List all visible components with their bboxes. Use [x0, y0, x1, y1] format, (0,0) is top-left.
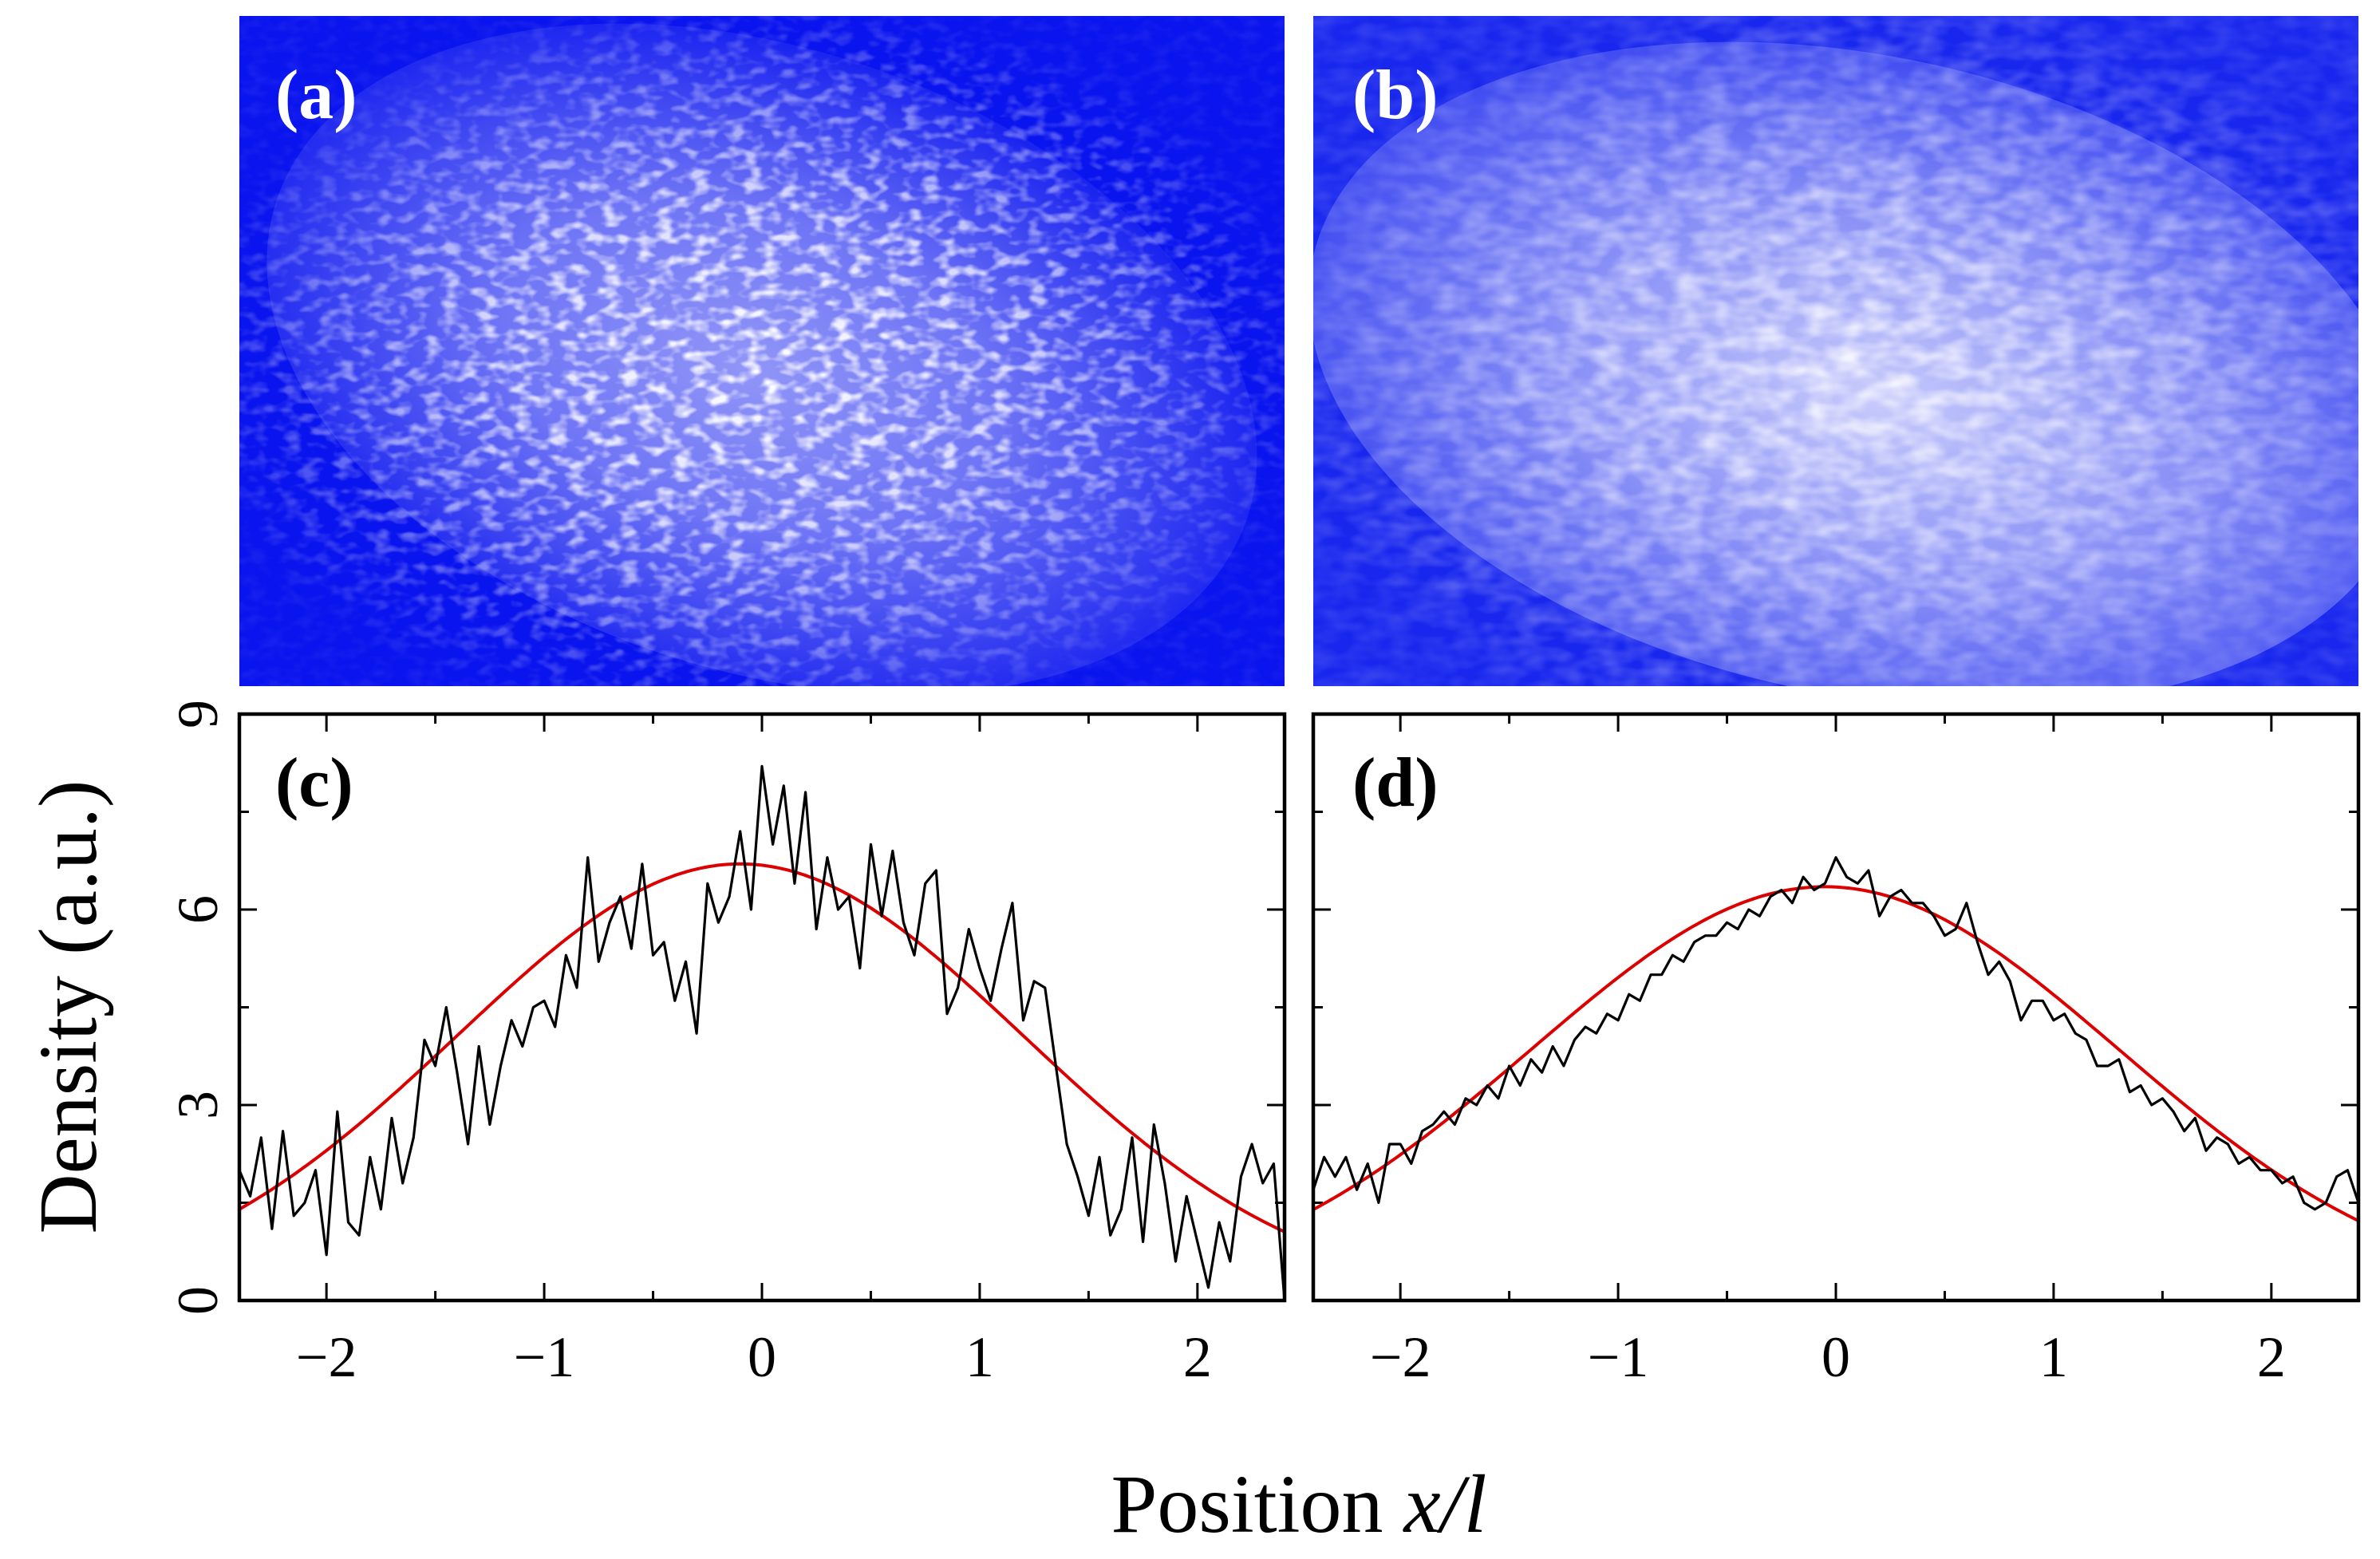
x-axis-label-prefix: Position: [1111, 1458, 1404, 1550]
y-tick-label: 0: [166, 1286, 230, 1315]
y-axis-label: Density (a.u.): [22, 780, 114, 1234]
x-tick-label: 1: [2039, 1325, 2068, 1389]
x-tick-label: −1: [514, 1325, 575, 1389]
y-tick-label: 9: [166, 700, 230, 728]
plot-c-x-tick-labels: −2 −1 0 1 2: [296, 1325, 1212, 1389]
plot-panel-d: (d) −2 −1 0 1 2: [1311, 712, 2361, 1389]
panel-label-b: (b): [1352, 57, 1439, 134]
x-axis-label-variable: x/l: [1403, 1458, 1487, 1550]
plot-d-fit-curve: [1313, 885, 2358, 1222]
plot-panel-c: (c) −2 −1 0 1 2 0 3 6 9: [166, 700, 1287, 1389]
image-b-speckle: [1313, 16, 2358, 686]
plot-c-data-line: [239, 764, 1285, 1300]
x-tick-label: −1: [1588, 1325, 1649, 1389]
image-panel-b: [1313, 16, 2358, 686]
panel-label-c: (c): [275, 744, 353, 822]
image-a-speckle: [239, 16, 1285, 686]
plot-d-frame: [1311, 712, 2361, 1303]
plot-d-ticks: [1313, 712, 2358, 1302]
x-tick-label: −2: [296, 1325, 357, 1389]
x-tick-label: 2: [1183, 1325, 1212, 1389]
x-axis-label: Position x/l: [1111, 1458, 1487, 1550]
plot-c-y-tick-labels: 0 3 6 9: [166, 700, 230, 1315]
y-tick-label: 3: [166, 1091, 230, 1119]
x-tick-label: 0: [748, 1325, 776, 1389]
plot-d-data-line: [1313, 856, 2358, 1211]
x-tick-label: 0: [1822, 1325, 1850, 1389]
plot-c-frame: [237, 712, 1287, 1303]
x-tick-label: 1: [965, 1325, 994, 1389]
x-tick-label: 2: [2257, 1325, 2286, 1389]
plot-c-ticks: [239, 712, 1285, 1302]
panel-label-d: (d): [1352, 744, 1439, 822]
y-tick-label: 6: [166, 895, 230, 924]
x-tick-label: −2: [1370, 1325, 1431, 1389]
image-panel-a: [239, 16, 1285, 686]
panel-label-a: (a): [275, 57, 357, 134]
plot-d-x-tick-labels: −2 −1 0 1 2: [1370, 1325, 2286, 1389]
plot-c-fit-curve: [239, 862, 1285, 1233]
